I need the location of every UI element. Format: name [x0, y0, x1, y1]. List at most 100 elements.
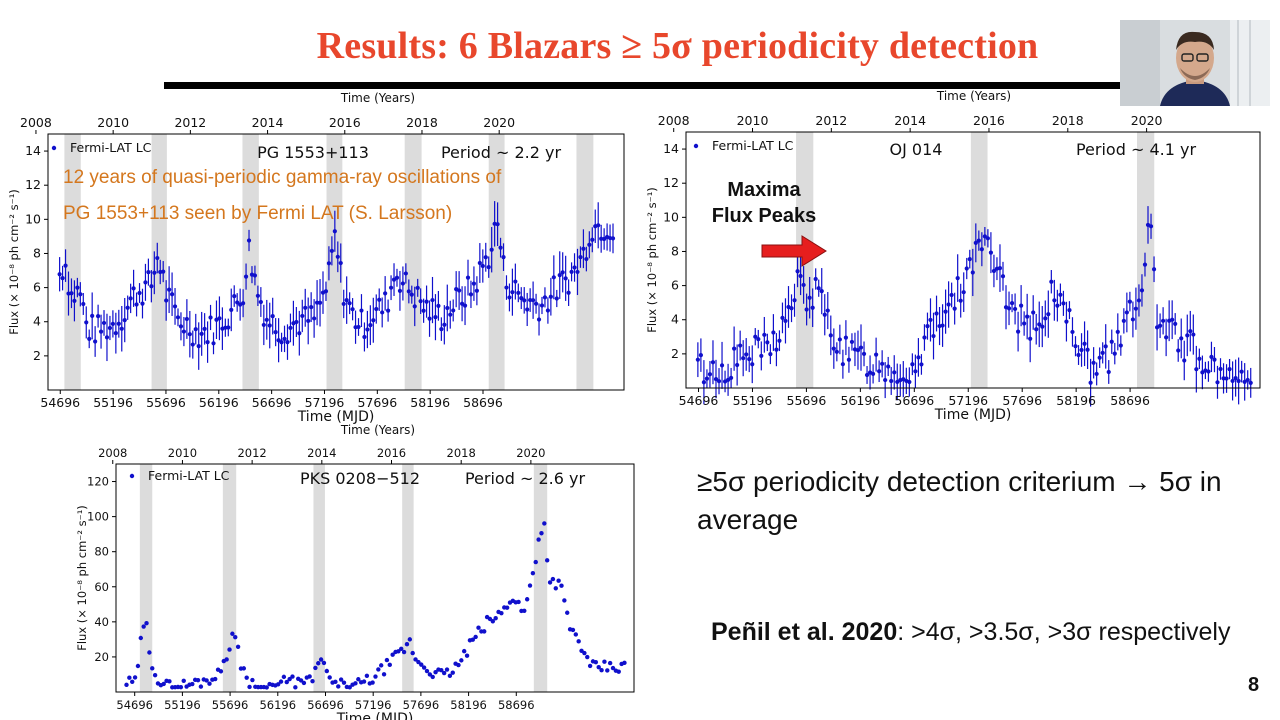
data-point: [161, 269, 166, 274]
data-point: [1091, 360, 1096, 365]
data-point: [798, 273, 803, 279]
data-point: [341, 301, 346, 307]
data-point: [934, 311, 939, 316]
data-point: [548, 294, 553, 299]
data-point: [792, 298, 797, 303]
data-point: [275, 682, 281, 687]
data-point: [1130, 317, 1135, 322]
year-tick-label: 2020: [483, 115, 515, 130]
data-point: [1224, 376, 1229, 381]
data-point: [410, 650, 415, 656]
data-point: [530, 570, 536, 576]
data-point: [1006, 306, 1012, 311]
data-point: [1097, 355, 1102, 360]
data-point: [1106, 369, 1111, 375]
data-point: [130, 679, 135, 684]
data-point: [347, 685, 352, 690]
shaded-band: [64, 134, 81, 390]
data-point: [298, 678, 304, 683]
data-point: [531, 298, 536, 303]
data-point: [539, 303, 545, 308]
data-point: [124, 682, 129, 688]
data-point: [362, 334, 367, 340]
data-point: [949, 292, 954, 298]
x-axis-label: Time (MJD): [297, 409, 375, 425]
data-point: [172, 304, 178, 309]
data-point: [190, 681, 195, 687]
data-point: [536, 317, 542, 322]
shaded-band: [242, 134, 259, 390]
data-point: [480, 263, 485, 269]
data-point: [713, 376, 719, 382]
data-point: [846, 357, 852, 362]
data-point: [397, 288, 403, 293]
data-point: [1182, 358, 1187, 363]
data-point: [324, 668, 330, 674]
data-point: [547, 580, 553, 585]
data-point: [279, 340, 284, 345]
data-point: [312, 316, 317, 321]
data-point: [415, 285, 420, 290]
data-point: [175, 315, 181, 320]
data-point: [285, 340, 290, 345]
year-tick-label: 2014: [252, 115, 284, 130]
year-tick-label: 2010: [737, 113, 769, 128]
data-point: [925, 324, 930, 329]
data-point: [232, 293, 237, 299]
chart-oj014: 54696 55196 55696 56196 56696 57196 57696 58196…: [640, 86, 1280, 426]
year-tick-label: 2012: [815, 113, 847, 128]
data-point: [735, 362, 740, 368]
data-point: [892, 370, 897, 375]
data-point: [318, 657, 324, 662]
chart-title: PG 1553+113: [257, 143, 369, 162]
data-point: [84, 320, 89, 325]
period-label: Period ~ 4.1 yr: [1076, 140, 1196, 159]
data-point: [270, 314, 275, 319]
data-point: [377, 297, 382, 302]
data-point: [461, 648, 467, 654]
data-point: [707, 372, 713, 377]
data-point: [190, 342, 195, 347]
data-point: [1215, 380, 1220, 385]
y-tick-label: 2: [671, 346, 679, 361]
data-point: [1043, 316, 1048, 321]
data-point: [144, 621, 149, 626]
data-point: [877, 369, 882, 374]
data-point: [616, 669, 621, 674]
data-point: [167, 287, 172, 292]
data-point: [495, 222, 500, 227]
data-point: [243, 274, 249, 279]
data-point: [278, 679, 284, 684]
data-point: [110, 321, 115, 327]
shaded-band: [404, 134, 422, 390]
year-tick-label: 2014: [894, 113, 926, 128]
data-point: [211, 341, 216, 346]
data-point: [605, 668, 610, 673]
data-point: [353, 681, 358, 686]
data-point: [602, 659, 607, 664]
data-point: [1109, 339, 1114, 344]
data-point: [284, 679, 289, 685]
data-point: [282, 336, 287, 341]
data-point: [1179, 336, 1184, 341]
data-point: [880, 361, 885, 366]
data-point: [187, 332, 192, 337]
year-tick-label: 2018: [1052, 113, 1084, 128]
shaded-band: [488, 134, 505, 390]
data-point: [1052, 298, 1057, 303]
shaded-band: [313, 464, 325, 692]
data-point: [961, 290, 966, 295]
data-point: [759, 353, 764, 359]
data-point: [127, 675, 132, 680]
y-axis-label: Flux (× 10⁻⁸ ph cm⁻² s⁻¹): [75, 505, 89, 651]
data-point: [143, 280, 148, 285]
x-tick-label: 56196: [840, 393, 880, 408]
x-tick-label: 56696: [307, 698, 344, 712]
data-point: [335, 254, 340, 259]
data-point: [596, 223, 601, 228]
data-point: [184, 316, 189, 322]
data-point: [207, 681, 212, 686]
data-point: [587, 242, 592, 247]
data-point: [482, 629, 487, 634]
data-point: [276, 338, 281, 343]
